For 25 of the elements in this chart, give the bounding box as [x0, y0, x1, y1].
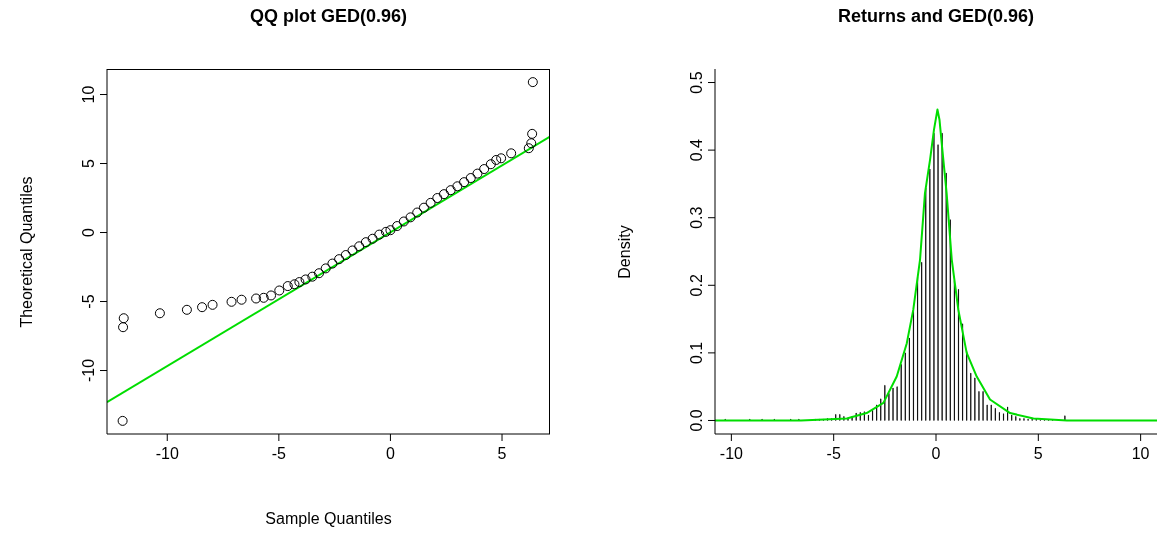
chart-title: Returns and GED(0.96)	[836, 6, 1035, 27]
x-axis-title: Sample Quantiles	[264, 510, 393, 528]
x-tick-label: 10	[1131, 445, 1150, 462]
y-tick-label: 0	[80, 227, 97, 237]
x-tick-label: -5	[826, 445, 841, 462]
x-tick-label: 0	[385, 445, 395, 462]
y-tick-label: 0.4	[688, 138, 705, 162]
y-tick-label: -10	[80, 358, 97, 383]
y-axis-title: Theoretical Quantiles	[17, 174, 36, 330]
y-tick-label: -5	[80, 294, 97, 309]
x-tick-label: 5	[1033, 445, 1043, 462]
y-tick-label: 0.2	[688, 274, 705, 297]
x-tick-label: -10	[155, 445, 179, 462]
x-tick-label: -5	[271, 445, 287, 462]
y-tick-label: 0.3	[688, 206, 705, 229]
y-tick-label: 5	[80, 158, 97, 168]
y-tick-label: 0.1	[688, 341, 705, 365]
y-tick-label: 0.5	[688, 71, 705, 94]
x-tick-label: 5	[497, 445, 507, 462]
y-tick-label: 0.0	[688, 409, 705, 432]
y-axis-title: Density	[615, 223, 634, 281]
chart-title: QQ plot GED(0.96)	[249, 6, 408, 27]
x-tick-label: 0	[931, 445, 941, 462]
x-tick-label: -10	[719, 445, 744, 462]
y-tick-label: 10	[80, 85, 97, 104]
